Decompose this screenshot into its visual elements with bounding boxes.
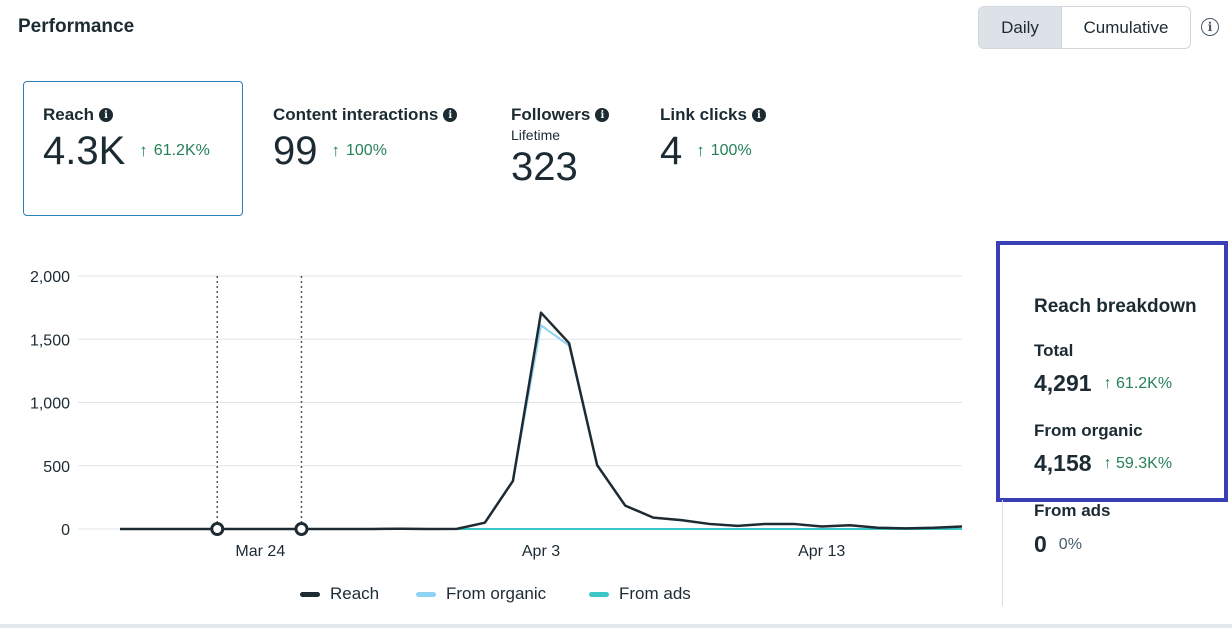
x-tick-label: Mar 24 (235, 543, 285, 560)
y-tick-label: 2,000 (30, 269, 70, 286)
daily-toggle-button[interactable]: Daily (979, 7, 1062, 48)
info-icon[interactable]: i (1201, 18, 1219, 36)
info-icon[interactable]: i (595, 108, 610, 122)
metric-value: 99 (273, 129, 318, 173)
reach-metric: Reach i 4.3K ↑ 61.2K% (43, 105, 210, 171)
footer-divider (0, 624, 1232, 628)
metric-sublabel: Lifetime (511, 127, 561, 143)
y-tick-label: 500 (43, 459, 70, 476)
x-tick-label: Apr 3 (522, 543, 560, 560)
metric-value: 4 (660, 129, 683, 173)
cumulative-toggle-button[interactable]: Cumulative (1083, 17, 1169, 37)
arrow-up-icon: ↑ (139, 141, 148, 160)
content-interactions-card[interactable]: Content interactions i 99 ↑ 100% (273, 105, 458, 173)
total-label: Total (1034, 341, 1074, 360)
metric-change: 100% (710, 142, 752, 159)
ads-change: 0% (1058, 535, 1082, 553)
metric-label: Content interactions (273, 105, 439, 124)
metric-change: 61.2K% (153, 142, 210, 159)
series-line-reach (120, 311, 963, 531)
metric-label: Link clicks (660, 105, 747, 124)
arrow-up-icon: ↑ (1103, 374, 1112, 392)
ads-label: From ads (1034, 501, 1111, 520)
link-clicks-card[interactable]: Link clicks i 4 ↑ 100% (660, 105, 766, 171)
event-marker[interactable] (210, 522, 225, 536)
series-line-from-organic (120, 324, 963, 530)
arrow-up-icon: ↑ (696, 141, 705, 160)
total-row: 4,291 ↑ 61.2K% (1034, 370, 1172, 397)
organic-row: 4,158 ↑ 59.3K% (1034, 450, 1172, 477)
legend-label: From ads (619, 584, 691, 603)
metric-value: 323 (511, 145, 578, 189)
legend-label: Reach (330, 584, 380, 603)
metric-label: Reach (43, 105, 95, 124)
total-value: 4,291 (1034, 370, 1092, 396)
legend-swatch (589, 591, 609, 597)
legend-label: From organic (446, 584, 547, 603)
legend-swatch (416, 591, 436, 597)
legend-swatch (300, 591, 320, 597)
ads-value: 0 (1034, 531, 1047, 557)
divider (1002, 500, 1003, 606)
y-tick-label: 1,000 (30, 396, 70, 413)
y-tick-label: 1,500 (30, 332, 70, 349)
breakdown-title: Reach breakdown (1034, 296, 1197, 317)
ads-row: 0 0% (1034, 531, 1082, 558)
legend-item-reach[interactable]: Reach (300, 584, 379, 604)
followers-card[interactable]: Followers i Lifetime 323 (511, 105, 610, 189)
arrow-up-icon: ↑ (1103, 454, 1112, 472)
page-title: Performance (18, 16, 135, 37)
info-icon[interactable]: i (751, 108, 766, 122)
reach-chart: 2,000 1,500 1,000 500 0 Mar 24 Apr 3 Apr 13 (30, 269, 963, 560)
highlight-box (996, 241, 1228, 502)
organic-value: 4,158 (1034, 450, 1092, 476)
event-marker[interactable] (294, 522, 309, 536)
info-icon[interactable]: i (99, 108, 114, 122)
metric-change: 100% (346, 142, 387, 159)
organic-label: From organic (1034, 421, 1143, 440)
total-change: 61.2K% (1116, 374, 1173, 392)
legend-item-organic[interactable]: From organic (416, 584, 546, 604)
metric-label: Followers (511, 105, 591, 124)
legend-item-ads[interactable]: From ads (589, 584, 691, 604)
y-tick-label: 0 (61, 522, 70, 539)
reach-card[interactable] (23, 81, 243, 216)
view-toggle: Daily Cumulative (978, 6, 1191, 49)
info-icon[interactable]: i (443, 108, 458, 122)
organic-change: 59.3K% (1116, 454, 1173, 472)
x-tick-label: Apr 13 (798, 543, 845, 560)
arrow-up-icon: ↑ (331, 141, 341, 160)
metric-value: 4.3K (43, 129, 126, 173)
